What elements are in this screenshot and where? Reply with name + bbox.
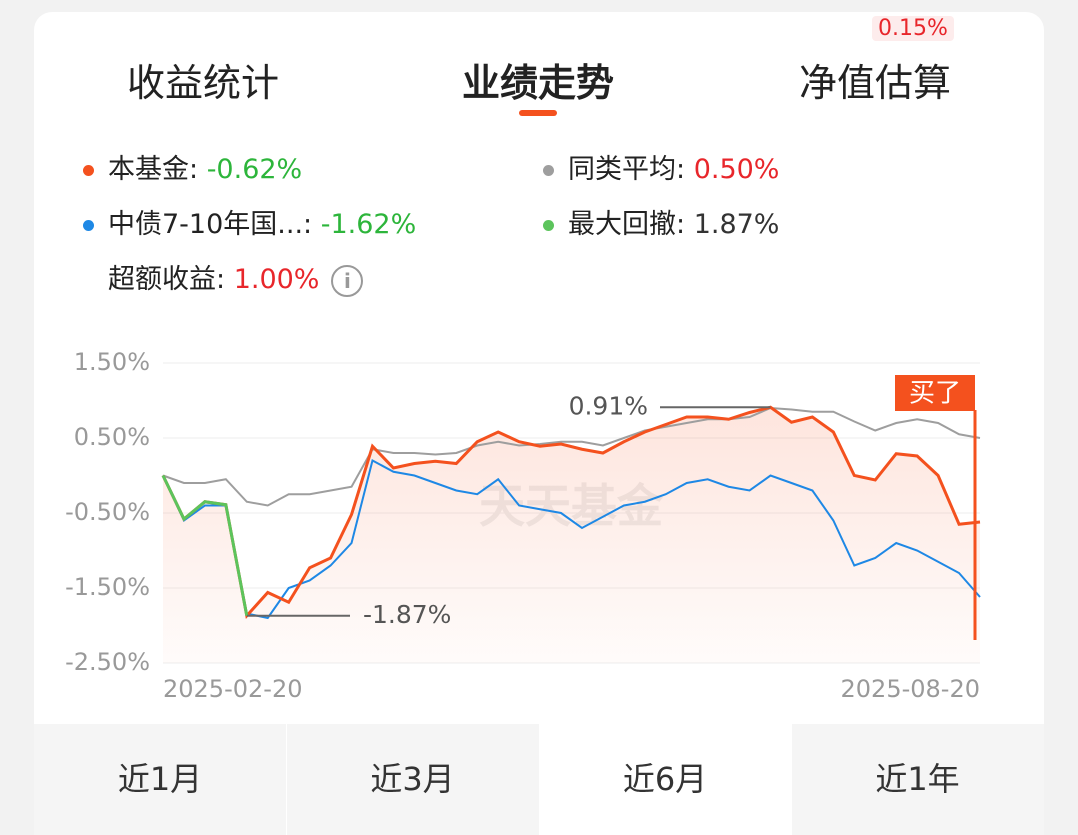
legend-value: -0.62% <box>206 154 303 185</box>
period-tab[interactable]: 近6月 <box>539 724 791 835</box>
legend-name: 最大回撤 <box>568 209 676 240</box>
y-tick-label: -0.50% <box>65 498 150 526</box>
legend-item: 本基金: -0.62% <box>83 147 302 186</box>
legend-item: 中债7-10年国...: -1.62% <box>83 202 416 241</box>
legend-item: 同类平均: 0.50% <box>543 147 779 186</box>
min-label: -1.87% <box>363 600 451 629</box>
separator: : <box>189 154 207 185</box>
legend-name: 中债7-10年国... <box>108 209 304 240</box>
separator: : <box>676 154 694 185</box>
legend-dot <box>543 165 554 176</box>
tab-badge: 0.15% <box>872 16 954 41</box>
max-label: 0.91% <box>569 391 648 420</box>
tab[interactable]: 净值估算 <box>798 61 952 105</box>
legend-dot <box>83 220 94 231</box>
y-tick-label: -1.50% <box>65 573 150 601</box>
series-line <box>161 405 981 620</box>
buy-box <box>895 375 975 411</box>
tab[interactable]: 收益统计 <box>126 61 280 105</box>
drawdown-line <box>161 474 249 617</box>
separator: : <box>676 209 694 240</box>
legend-name: 本基金 <box>108 154 189 185</box>
legend-item: 最大回撤: 1.87% <box>543 202 779 241</box>
x-tick-label: 2025-08-20 <box>841 675 980 703</box>
card: 收益统计 业绩走势 净值估算 0.15% 本基金: -0.62% 同类平均: 0.50% 中… <box>34 12 1044 835</box>
y-tick-label: -2.50% <box>65 648 150 676</box>
period-tab[interactable]: 近1月 <box>34 724 286 835</box>
buy-label: 买了 <box>909 379 961 409</box>
legend-value: 1.87% <box>693 209 780 240</box>
separator: : <box>216 264 234 295</box>
legend-value: 0.50% <box>693 154 780 185</box>
period-tab[interactable]: 近3月 <box>286 724 539 835</box>
y-tick-label: 1.50% <box>74 348 150 376</box>
period-tab[interactable]: 近1年 <box>791 724 1044 835</box>
tab[interactable]: 业绩走势 <box>461 61 615 105</box>
series-line <box>162 406 981 507</box>
fund-area <box>163 407 980 663</box>
tab-indicator <box>519 110 557 116</box>
legend-name: 超额收益 <box>108 264 216 295</box>
legend-value: -1.62% <box>320 209 417 240</box>
separator: : <box>303 209 321 240</box>
x-tick-label: 2025-02-20 <box>163 675 302 703</box>
legend-dot <box>83 165 94 176</box>
y-tick-label: 0.50% <box>74 423 150 451</box>
legend-value: 1.00% <box>233 264 320 295</box>
legend-dot <box>543 220 554 231</box>
info-icon[interactable]: i <box>331 264 364 297</box>
legend-name: 同类平均 <box>568 154 676 185</box>
legend-item: 超额收益: 1.00% i <box>83 257 364 297</box>
